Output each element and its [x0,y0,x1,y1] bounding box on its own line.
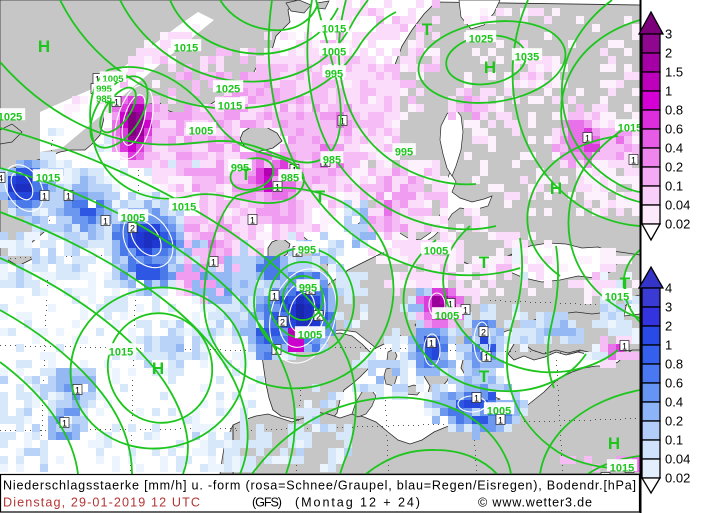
svg-text:2: 2 [481,328,486,338]
svg-text:0.6: 0.6 [665,376,683,391]
svg-text:1025: 1025 [469,34,493,46]
svg-text:0.8: 0.8 [665,357,683,372]
svg-text:0.2: 0.2 [665,160,683,175]
svg-text:1: 1 [42,192,47,202]
svg-text:H: H [38,37,50,56]
svg-text:995: 995 [96,84,113,95]
svg-text:1015: 1015 [172,202,196,214]
svg-text:995: 995 [298,245,316,257]
svg-text:T: T [479,367,490,386]
svg-text:(GFS): (GFS) [252,496,282,510]
svg-text:H: H [484,58,496,77]
svg-text:995: 995 [395,147,413,159]
svg-text:1: 1 [665,84,672,99]
svg-text:985: 985 [323,155,341,167]
svg-text:4: 4 [665,281,672,296]
svg-text:H: H [152,359,164,378]
svg-text:Dienstag, 29-01-2019 12 UTC: Dienstag, 29-01-2019 12 UTC [3,496,200,510]
svg-text:995: 995 [325,69,343,81]
svg-text:1015: 1015 [36,173,60,185]
svg-text:1005: 1005 [487,406,511,418]
svg-text:0.02: 0.02 [665,217,690,232]
svg-text:1005: 1005 [189,126,213,138]
svg-text:995: 995 [231,163,249,175]
svg-text:T: T [479,253,490,272]
svg-text:3: 3 [665,300,672,315]
svg-text:1: 1 [448,300,453,310]
svg-text:1005: 1005 [435,311,459,323]
svg-text:T: T [315,187,326,206]
svg-text:1005: 1005 [298,330,322,342]
svg-text:1.5: 1.5 [665,65,683,80]
svg-text:1: 1 [66,192,71,202]
svg-text:1: 1 [250,216,255,226]
svg-text:1015: 1015 [605,292,629,304]
svg-text:1005: 1005 [424,246,448,258]
svg-text:T: T [241,165,252,184]
svg-text:4: 4 [0,174,3,184]
svg-text:2: 2 [280,318,285,328]
svg-text:0.04: 0.04 [665,452,690,467]
svg-text:1025: 1025 [0,112,22,124]
svg-text:1005: 1005 [102,74,124,85]
svg-text:T: T [620,274,631,293]
svg-text:1: 1 [62,419,67,429]
svg-text:1015: 1015 [322,24,346,36]
svg-text:0.1: 0.1 [665,433,683,448]
svg-text:1005: 1005 [121,213,145,225]
svg-text:1: 1 [211,258,216,268]
svg-text:1: 1 [474,394,479,404]
svg-text:1: 1 [498,416,503,426]
svg-text:1025: 1025 [216,84,240,96]
svg-text:1: 1 [103,217,108,227]
svg-text:1: 1 [631,156,636,166]
svg-text:1: 1 [340,117,345,127]
svg-text:2: 2 [316,312,321,322]
svg-text:1015: 1015 [610,463,634,475]
svg-text:3: 3 [665,27,672,42]
svg-text:1: 1 [429,339,434,349]
svg-text:0.4: 0.4 [665,141,683,156]
svg-text:1: 1 [272,292,277,302]
svg-text:1015: 1015 [109,347,133,359]
svg-text:1: 1 [484,353,489,363]
svg-text:(Montag 12 + 24): (Montag 12 + 24) [295,496,420,510]
svg-text:1015: 1015 [618,123,642,135]
svg-text:T: T [422,20,433,39]
svg-text:1015: 1015 [218,101,242,113]
svg-text:H: H [550,179,562,198]
svg-text:© www.wetter3.de: © www.wetter3.de [478,496,592,510]
svg-text:T: T [105,98,116,117]
svg-text:0.04: 0.04 [665,198,690,213]
svg-text:0.1: 0.1 [665,179,683,194]
svg-text:2: 2 [665,46,672,61]
svg-text:985: 985 [281,173,299,185]
svg-text:Niederschlagsstaerke [mm/h] u.: Niederschlagsstaerke [mm/h] u. -form (ro… [3,479,636,493]
svg-text:985: 985 [96,94,113,105]
svg-text:0.8: 0.8 [665,103,683,118]
svg-text:1015: 1015 [174,43,198,55]
svg-text:1: 1 [665,338,672,353]
svg-text:1: 1 [114,98,119,108]
svg-text:1035: 1035 [515,52,539,64]
svg-text:1: 1 [622,342,627,352]
svg-text:995: 995 [299,283,317,295]
svg-text:0.6: 0.6 [665,122,683,137]
svg-text:0.02: 0.02 [665,471,690,486]
svg-text:1: 1 [95,75,100,85]
svg-text:H: H [608,434,620,453]
svg-text:2: 2 [130,224,135,234]
svg-text:1: 1 [585,134,590,144]
svg-text:0.2: 0.2 [665,414,683,429]
svg-text:2: 2 [665,319,672,334]
svg-text:0.4: 0.4 [665,395,683,410]
svg-text:1005: 1005 [322,47,346,59]
svg-text:1: 1 [463,306,468,316]
svg-text:1: 1 [75,386,80,396]
